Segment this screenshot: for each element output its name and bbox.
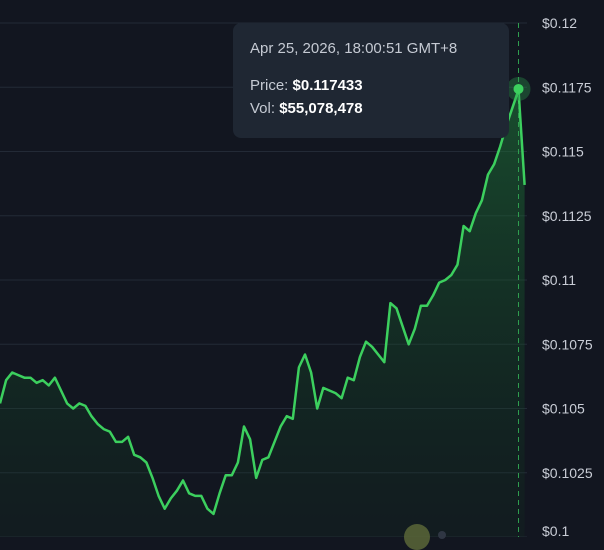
y-tick-label: $0.12: [542, 15, 577, 31]
price-line: [0, 88, 526, 516]
y-tick-label: $0.105: [542, 401, 585, 417]
price-area-fill: [0, 89, 525, 537]
tooltip-date: Apr 25, 2026, 18:00:51 GMT+8: [250, 40, 458, 57]
y-tick-label: $0.115: [542, 144, 584, 160]
y-axis-tick-labels: $0.12 $0.1175 $0.115 $0.1125 $0.11 $0.1075 $0.…: [542, 15, 593, 537]
y-tick-label: $0.1125: [542, 208, 592, 224]
y-tick-label: $0.11: [542, 272, 576, 288]
price-tooltip: Apr 25, 2026, 18:00:51 GMT+8 Price: $0.1…: [233, 23, 509, 138]
y-tick-label: $0.1075: [542, 336, 593, 352]
tooltip-price-row: Price: $0.117433: [250, 77, 492, 94]
tooltip-price-label: Price:: [250, 77, 289, 94]
y-tick-label: $0.1025: [542, 465, 593, 481]
exchange-logo-icon: [404, 524, 430, 550]
y-tick-label: $0.1175: [542, 79, 592, 95]
price-chart-svg[interactable]: $0.12 $0.1175 $0.115 $0.1125 $0.11 $0.1075 $0.…: [0, 0, 604, 537]
highlight-point[interactable]: [513, 83, 524, 94]
tooltip-vol-row: Vol: $55,078,478: [250, 100, 492, 117]
tooltip-vol-label: Vol:: [250, 100, 276, 117]
tooltip-vol-value: $55,078,478: [279, 100, 363, 117]
tooltip-price-value: $0.117433: [292, 77, 363, 94]
y-tick-label: $0.1: [542, 523, 569, 537]
status-dot-icon: [438, 531, 446, 539]
